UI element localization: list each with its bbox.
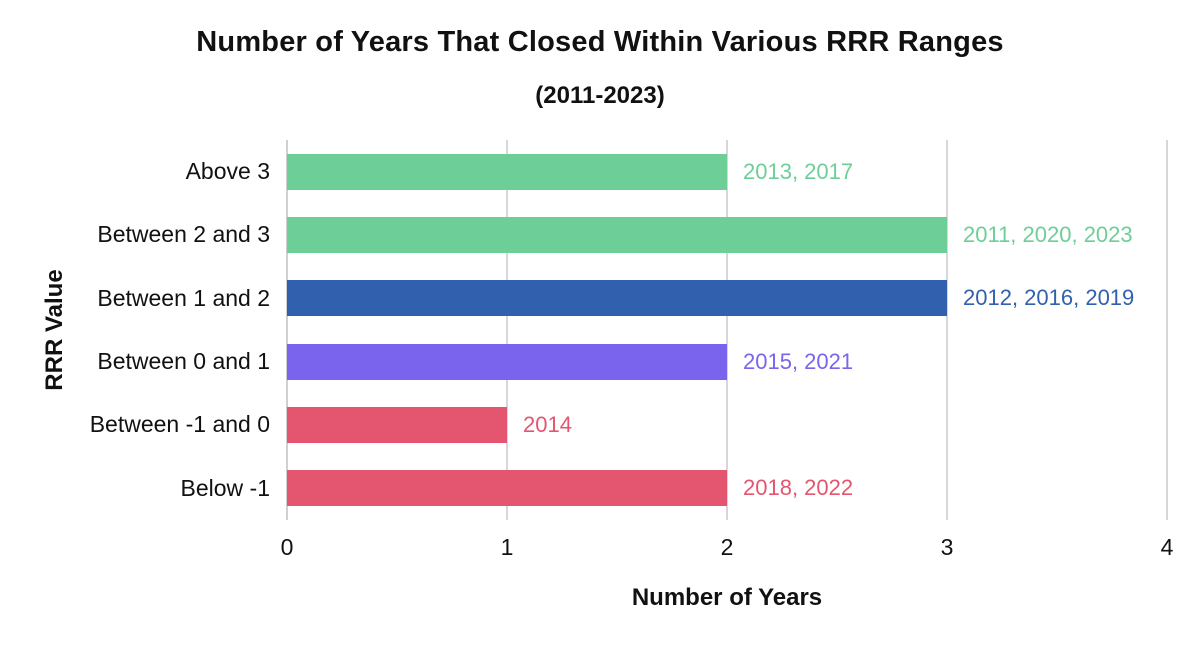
bar-annotation: 2018, 2022 bbox=[743, 475, 854, 501]
gridlines bbox=[286, 140, 1168, 520]
bar-row: 2018, 2022 bbox=[287, 457, 1167, 520]
gridline-3 bbox=[946, 140, 948, 520]
x-tick-label: 0 bbox=[280, 534, 294, 560]
bar bbox=[287, 470, 727, 507]
chart-subtitle: (2011-2023) bbox=[535, 82, 665, 109]
category-axis: Above 3 Between 2 and 3 Between 1 and 2 … bbox=[0, 140, 270, 520]
category-label: Above 3 bbox=[185, 158, 270, 185]
x-tick-label: 3 bbox=[940, 534, 954, 560]
bar-annotation: 2011, 2020, 2023 bbox=[963, 221, 1133, 247]
bar-row: 2013, 2017 bbox=[287, 140, 1167, 203]
bar-annotation: 2014 bbox=[523, 411, 572, 437]
category-label: Below -1 bbox=[180, 474, 270, 501]
bar-annotation: 2013, 2017 bbox=[743, 158, 854, 184]
bar-row: 2011, 2020, 2023 bbox=[287, 203, 1167, 266]
bar bbox=[287, 153, 727, 190]
bar-row: 2015, 2021 bbox=[287, 330, 1167, 393]
gridline-0 bbox=[286, 140, 288, 520]
bar-row: 2014 bbox=[287, 393, 1167, 456]
bar-annotation: 2012, 2016, 2019 bbox=[963, 285, 1135, 311]
x-tick-label: 2 bbox=[720, 534, 734, 560]
x-tick-label: 1 bbox=[500, 534, 514, 560]
bar bbox=[287, 343, 727, 380]
x-axis: 0 1 2 3 4 bbox=[281, 534, 1174, 564]
category-label: Between -1 and 0 bbox=[89, 411, 270, 438]
x-axis-label: Number of Years bbox=[631, 584, 823, 611]
x-tick-label: 4 bbox=[1160, 534, 1174, 560]
bar bbox=[287, 216, 947, 253]
gridline-2 bbox=[726, 140, 728, 520]
bar-annotation: 2015, 2021 bbox=[743, 348, 854, 374]
bar bbox=[287, 280, 947, 317]
gridline-4 bbox=[1166, 140, 1168, 520]
bar-row: 2012, 2016, 2019 bbox=[287, 267, 1167, 330]
bar bbox=[287, 406, 507, 443]
gridline-1 bbox=[506, 140, 508, 520]
chart-title: Number of Years That Closed Within Vario… bbox=[196, 26, 1004, 58]
category-label: Between 2 and 3 bbox=[97, 221, 270, 248]
bar-rows: 2013, 2017 2011, 2020, 2023 2012, 2016, … bbox=[287, 140, 1167, 520]
plot-area: 2013, 2017 2011, 2020, 2023 2012, 2016, … bbox=[286, 140, 1168, 520]
category-label: Between 0 and 1 bbox=[97, 348, 270, 375]
category-label: Between 1 and 2 bbox=[97, 284, 270, 311]
